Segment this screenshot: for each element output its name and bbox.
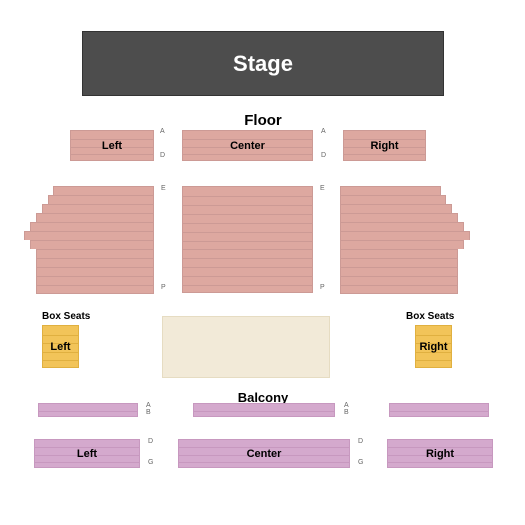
floor-title: Floor <box>223 112 303 129</box>
box-seats-left[interactable]: Left <box>42 325 79 368</box>
balcony-back-right-label: Right <box>388 448 492 460</box>
balcony-back-center[interactable]: Center <box>178 439 350 468</box>
row-letter: A <box>160 128 165 135</box>
balcony-back-right[interactable]: Right <box>387 439 493 468</box>
row-letter: E <box>320 185 325 192</box>
floor-front-right[interactable]: Right <box>343 130 426 161</box>
floor-main-center[interactable] <box>182 186 313 293</box>
row-letter: D <box>358 438 363 445</box>
row-letter: E <box>161 185 166 192</box>
balcony-front-center[interactable] <box>193 403 335 417</box>
floor-front-left[interactable]: Left <box>70 130 154 161</box>
row-letter: A <box>146 402 151 409</box>
balcony-front-right[interactable] <box>389 403 489 417</box>
balcony-back-left-label: Left <box>35 448 139 460</box>
row-letter: A <box>321 128 326 135</box>
stage: Stage <box>82 31 444 96</box>
row-letter: D <box>160 152 165 159</box>
floor-front-left-label: Left <box>71 140 153 152</box>
box-seats-title-right: Box Seats <box>406 311 454 322</box>
row-letter: B <box>146 409 151 416</box>
floor-front-center[interactable]: Center <box>182 130 313 161</box>
row-letter: B <box>344 409 349 416</box>
row-letter: D <box>321 152 326 159</box>
row-letter: P <box>320 284 325 291</box>
box-seats-title-left: Box Seats <box>42 311 90 322</box>
row-letter: D <box>148 438 153 445</box>
box-seats-right[interactable]: Right <box>415 325 452 368</box>
row-letter: G <box>358 459 363 466</box>
box-seats-left-label: Left <box>43 341 78 353</box>
balcony-back-left[interactable]: Left <box>34 439 140 468</box>
row-letter: G <box>148 459 153 466</box>
balcony-back-center-label: Center <box>179 448 349 460</box>
floor-pit[interactable] <box>162 316 330 378</box>
floor-front-right-label: Right <box>344 140 425 152</box>
balcony-front-left[interactable] <box>38 403 138 417</box>
box-seats-right-label: Right <box>416 341 451 353</box>
row-letter: P <box>161 284 166 291</box>
row-letter: A <box>344 402 349 409</box>
floor-front-center-label: Center <box>183 140 312 152</box>
